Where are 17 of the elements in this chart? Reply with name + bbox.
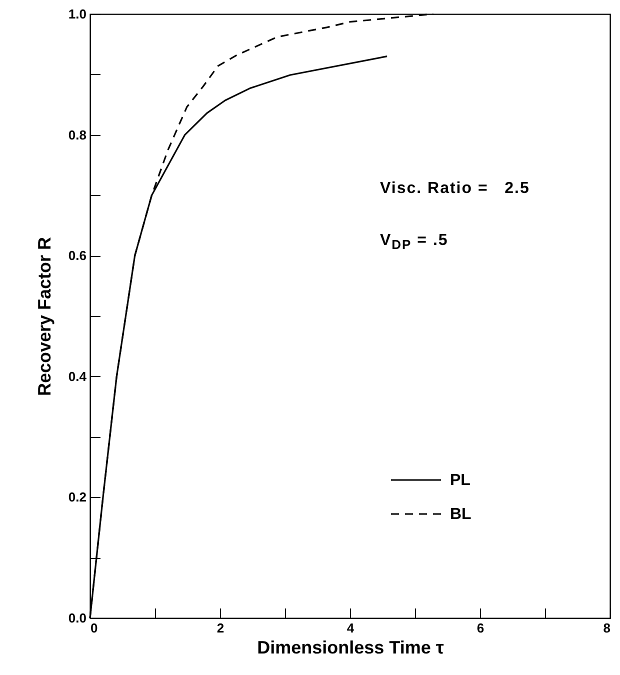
legend-label: BL xyxy=(450,506,472,523)
y-tick-label: 0.2 xyxy=(68,490,86,505)
annotation: V$_{DP}$ = .5 xyxy=(380,232,448,252)
x-tick-label: 2 xyxy=(216,620,224,636)
x-axis-title: Dimensionless Time τ xyxy=(257,638,444,658)
y-tick-label: 0.0 xyxy=(68,610,86,626)
x-tick-label: 4 xyxy=(346,620,355,636)
x-tick-label: 6 xyxy=(476,620,484,636)
y-axis-title: Recovery Factor R xyxy=(34,236,54,396)
legend-label: PL xyxy=(450,472,471,489)
y-tick-label: 0.8 xyxy=(68,127,86,142)
y-tick-label: 0.4 xyxy=(68,368,88,384)
y-tick-label: 0.6 xyxy=(68,248,86,264)
x-tick-label: 8 xyxy=(603,620,610,636)
y-tick-label: 1.0 xyxy=(68,6,86,22)
x-tick-label: 0 xyxy=(90,620,98,636)
annotation: Visc. Ratio = 2.5 xyxy=(380,180,530,198)
